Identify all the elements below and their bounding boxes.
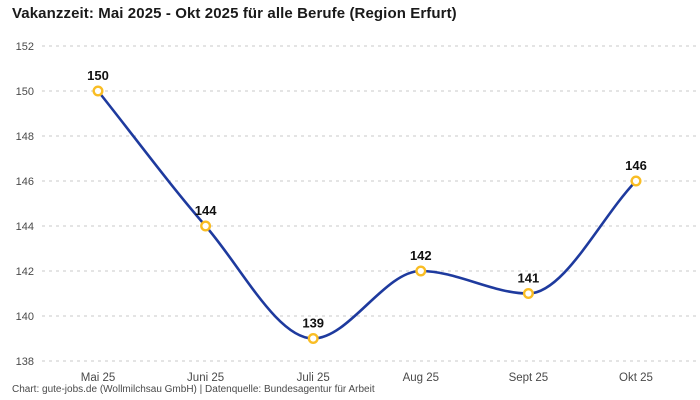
y-axis-tick-label: 148 — [16, 131, 34, 143]
y-axis-tick-label: 138 — [16, 356, 34, 368]
data-point-value-label: 141 — [518, 271, 540, 286]
data-point-marker — [307, 333, 319, 345]
x-axis-tick-label: Juli 25 — [297, 372, 330, 384]
data-point-marker — [522, 288, 534, 300]
series-line — [96, 89, 638, 340]
data-point-marker — [630, 175, 642, 187]
y-axis-tick-label: 140 — [16, 311, 34, 323]
y-axis-tick-label: 146 — [16, 176, 34, 188]
x-axis-tick-label: Mai 25 — [81, 372, 116, 384]
x-axis-tick-label: Sept 25 — [509, 372, 549, 384]
x-axis-tick-label: Juni 25 — [187, 372, 224, 384]
y-axis-tick-label: 144 — [16, 221, 34, 233]
data-point-value-label: 150 — [87, 68, 109, 83]
data-point-marker — [200, 220, 212, 232]
data-point-value-label: 146 — [625, 158, 647, 173]
data-point-marker — [92, 85, 104, 97]
data-point-value-label: 144 — [195, 203, 217, 218]
y-axis-tick-label: 142 — [16, 266, 34, 278]
data-point-marker — [415, 265, 427, 277]
chart-title: Vakanzzeit: Mai 2025 - Okt 2025 für alle… — [12, 5, 457, 22]
y-axis-tick-label: 152 — [16, 41, 34, 53]
x-axis-tick-label: Aug 25 — [403, 372, 439, 384]
y-axis-tick-label: 150 — [16, 86, 34, 98]
data-point-value-label: 139 — [302, 316, 324, 331]
data-point-value-label: 142 — [410, 248, 432, 263]
x-axis-tick-label: Okt 25 — [619, 372, 653, 384]
chart-source-footer: Chart: gute-jobs.de (Wollmilchsau GmbH) … — [12, 384, 375, 395]
